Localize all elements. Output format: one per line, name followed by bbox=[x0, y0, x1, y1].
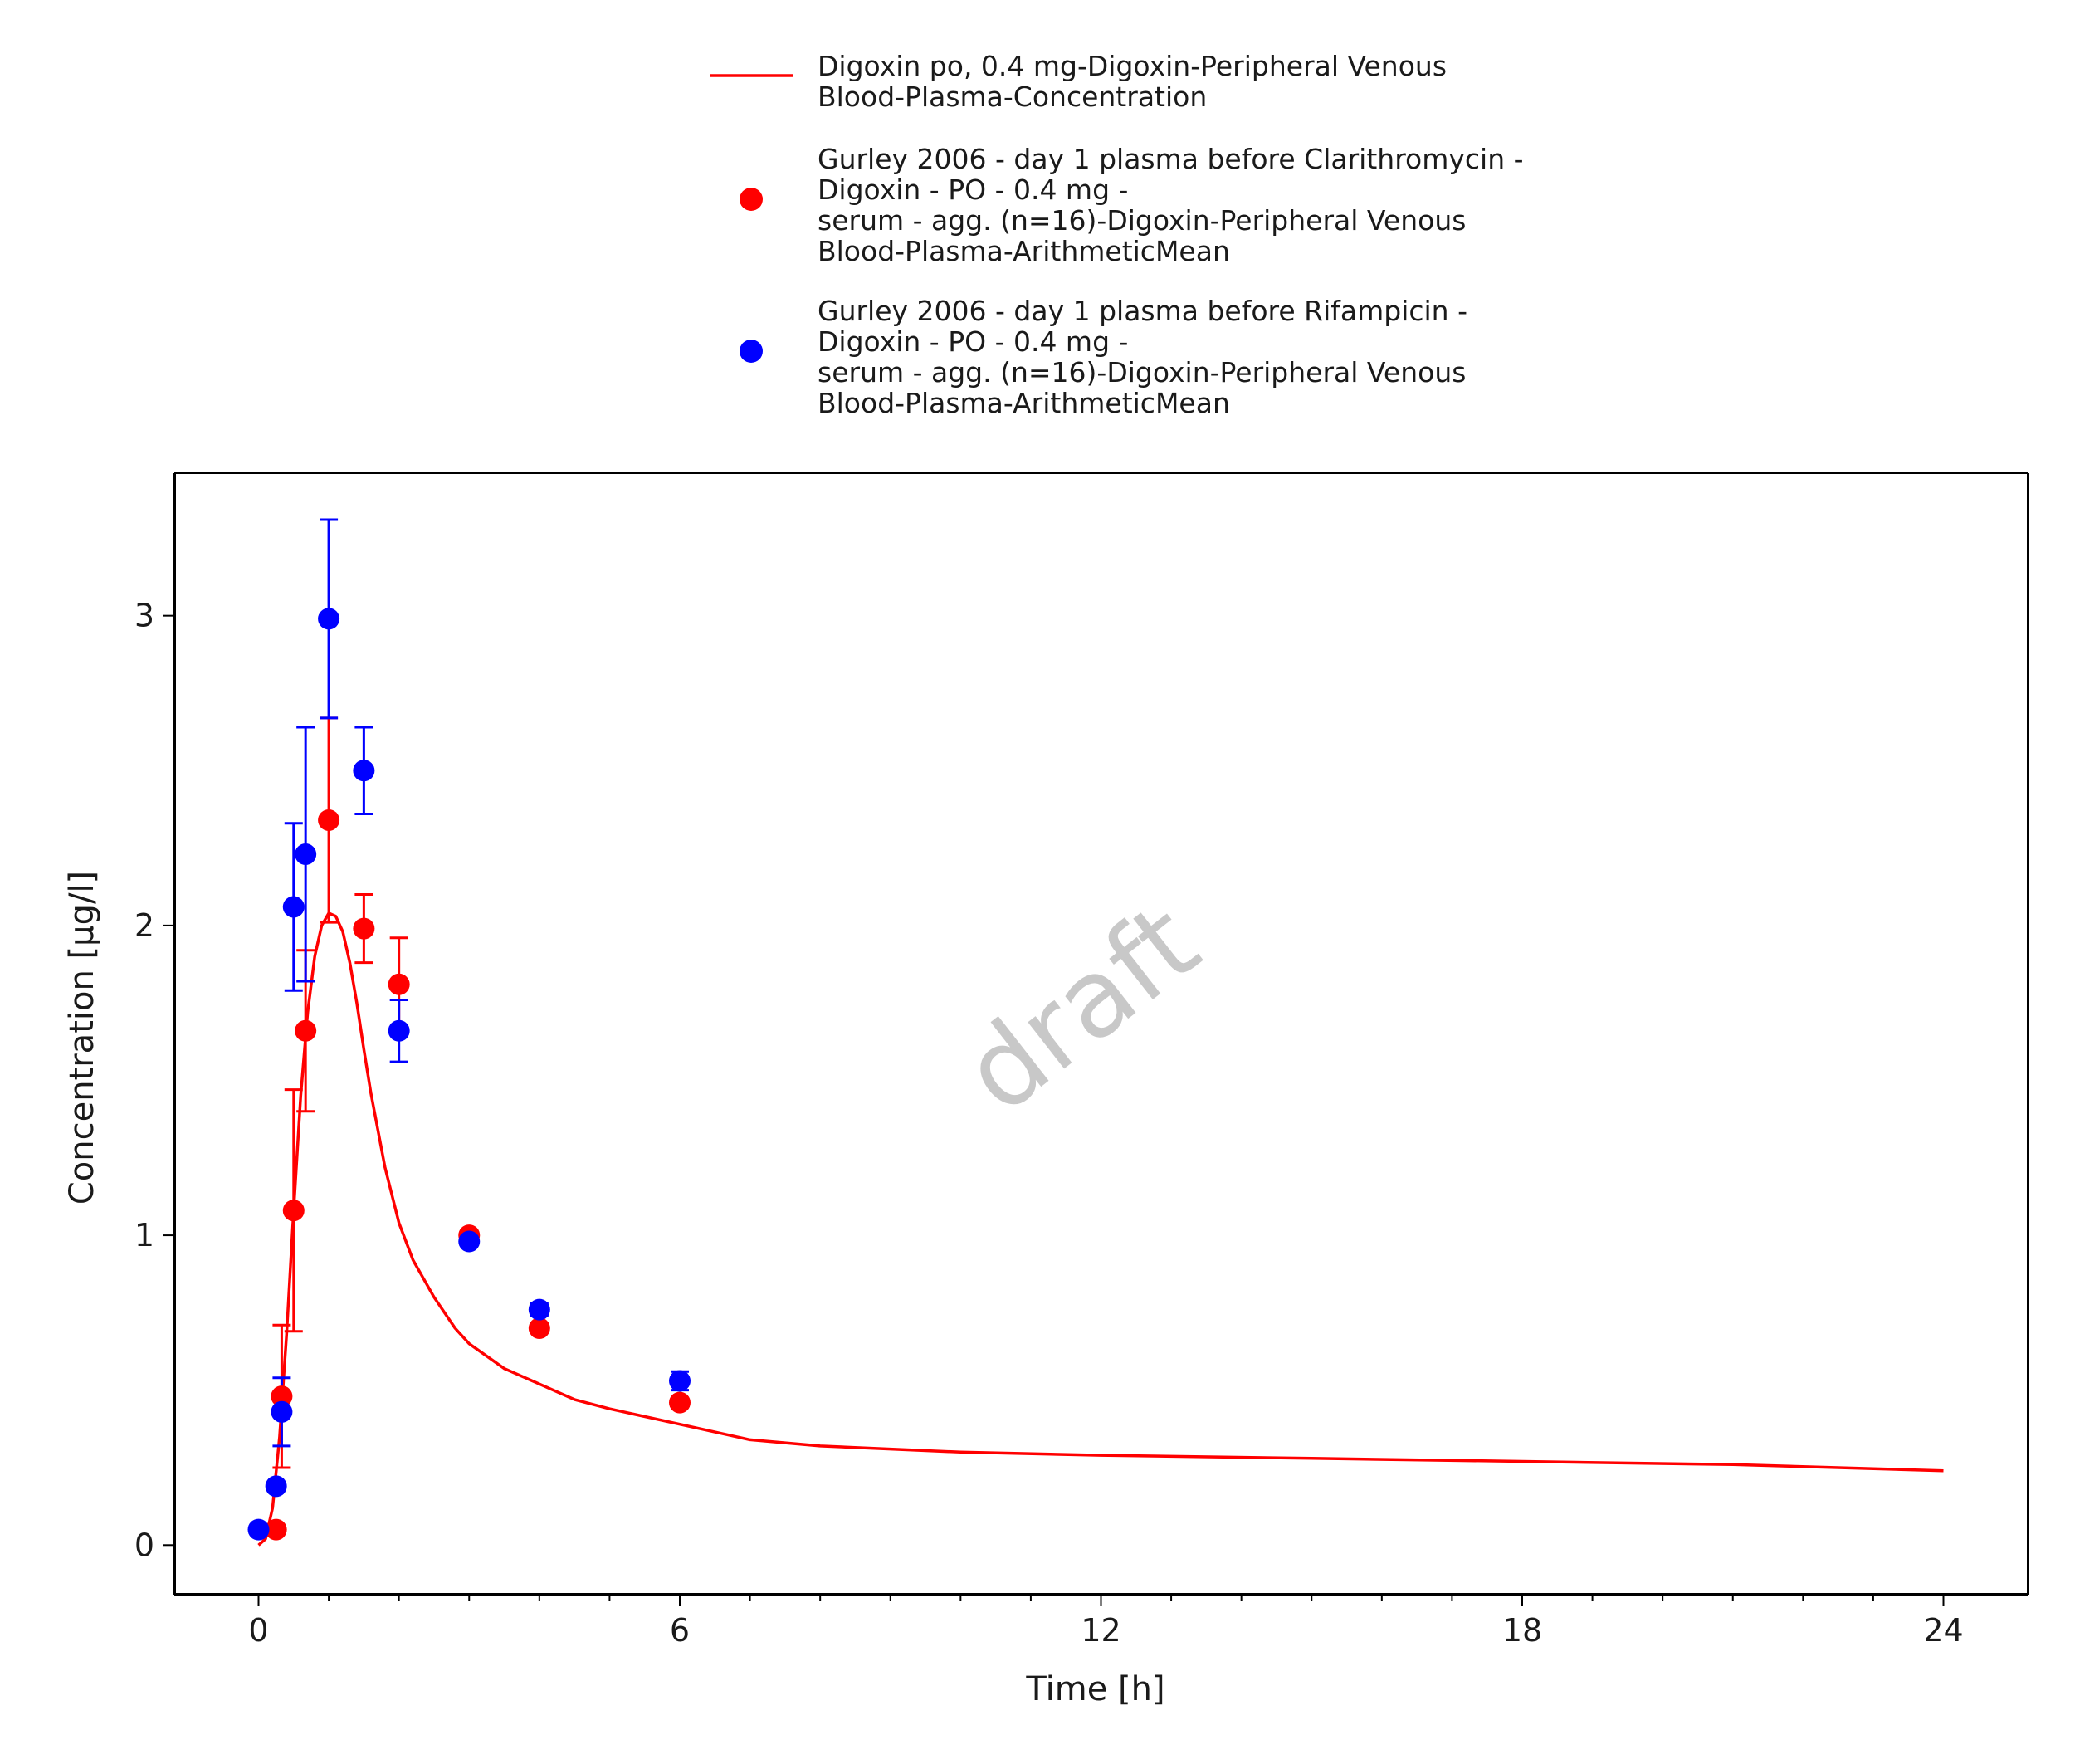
data-point bbox=[282, 1200, 305, 1222]
data-point bbox=[271, 1400, 293, 1423]
y-tick-label: 3 bbox=[134, 598, 154, 634]
legend-entry-line: Blood-Plasma-Concentration bbox=[818, 81, 1207, 113]
legend-dot-symbol bbox=[740, 188, 763, 211]
x-axis-title: Time [h] bbox=[1025, 1670, 1164, 1708]
legend-entry-line: Digoxin - PO - 0.4 mg - bbox=[818, 173, 1128, 206]
x-tick-label: 0 bbox=[248, 1612, 268, 1649]
y-tick-label: 2 bbox=[134, 907, 154, 944]
x-tick-label: 24 bbox=[1923, 1612, 1963, 1649]
data-point bbox=[282, 896, 305, 918]
watermark-text: draft bbox=[940, 879, 1221, 1137]
data-point bbox=[295, 843, 317, 866]
x-tick-label: 6 bbox=[670, 1612, 690, 1649]
x-tick-label: 12 bbox=[1081, 1612, 1120, 1649]
data-point bbox=[458, 1230, 481, 1253]
data-point bbox=[247, 1518, 270, 1541]
data-point bbox=[528, 1317, 550, 1340]
data-point bbox=[271, 1385, 293, 1408]
y-tick-label: 1 bbox=[134, 1217, 154, 1253]
data-point bbox=[353, 917, 375, 940]
legend-entry-line: Gurley 2006 - day 1 plasma before Rifamp… bbox=[818, 295, 1467, 327]
plot-area bbox=[247, 518, 1944, 1547]
legend-entry-line: Blood-Plasma-ArithmeticMean bbox=[818, 387, 1230, 419]
legend-entry-line: Gurley 2006 - day 1 plasma before Clarit… bbox=[818, 143, 1524, 175]
data-point bbox=[388, 973, 410, 995]
data-point bbox=[353, 760, 375, 782]
legend-entry-line: serum - agg. (n=16)-Digoxin-Peripheral V… bbox=[818, 204, 1466, 237]
y-tick-label: 0 bbox=[134, 1527, 154, 1563]
y-axis-title: Concentration [µg/l] bbox=[63, 871, 101, 1205]
data-point bbox=[528, 1298, 550, 1321]
data-point bbox=[669, 1391, 691, 1414]
legend-entry-line: Blood-Plasma-ArithmeticMean bbox=[818, 235, 1230, 267]
simulation-line bbox=[257, 911, 1944, 1547]
data-point bbox=[295, 1019, 317, 1042]
legend-entry-line: Digoxin po, 0.4 mg-Digoxin-Peripheral Ve… bbox=[818, 50, 1447, 82]
x-tick-label: 18 bbox=[1502, 1612, 1542, 1649]
data-point bbox=[388, 1019, 410, 1042]
data-point bbox=[318, 809, 340, 831]
watermark-layer: draft bbox=[940, 879, 1221, 1137]
data-point bbox=[265, 1518, 287, 1541]
data-point bbox=[318, 608, 340, 630]
legend-entry-line: serum - agg. (n=16)-Digoxin-Peripheral V… bbox=[818, 356, 1466, 388]
legend-entry-line: Digoxin - PO - 0.4 mg - bbox=[818, 325, 1128, 358]
legend: Digoxin po, 0.4 mg-Digoxin-Peripheral Ve… bbox=[710, 50, 1524, 419]
legend-dot-symbol bbox=[740, 340, 763, 363]
data-point bbox=[265, 1475, 287, 1498]
data-point bbox=[669, 1370, 691, 1392]
